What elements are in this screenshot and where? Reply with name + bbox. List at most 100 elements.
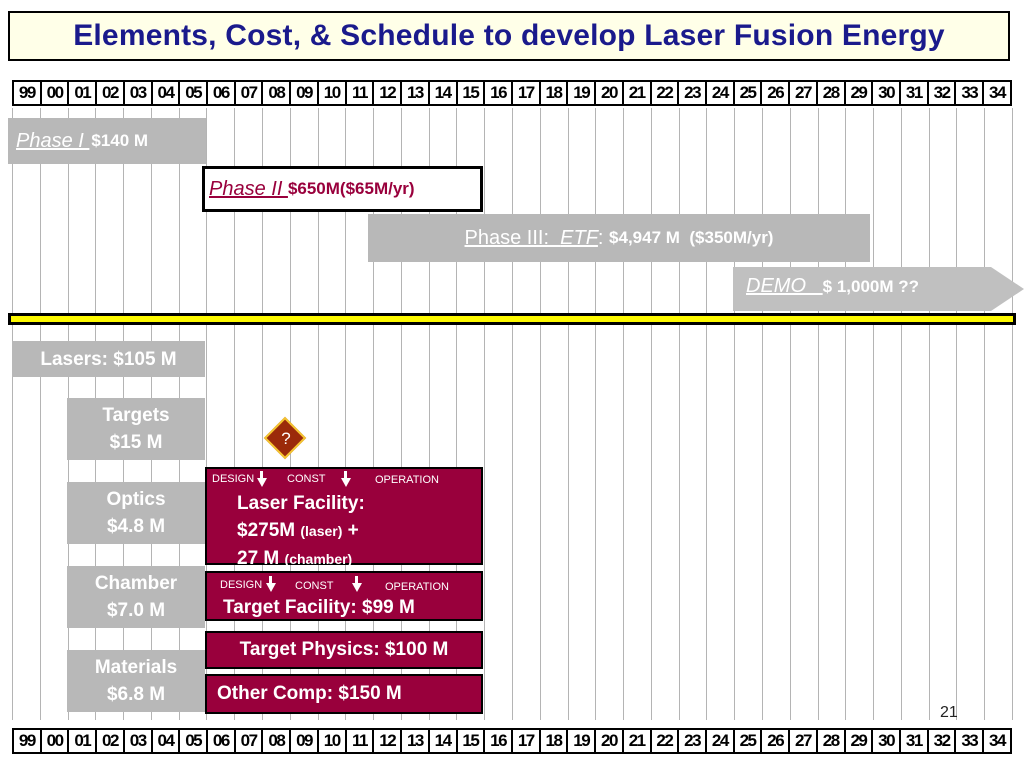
year-cell: 14 xyxy=(430,82,458,104)
chamber-line2: $7.0 M xyxy=(106,600,166,621)
year-cell: 29 xyxy=(846,730,874,752)
laser-facility-box: DESIGN CONST OPERATION Laser Facility: $… xyxy=(205,467,483,569)
demo-cost: $ 1,000M ?? xyxy=(822,276,920,296)
year-cell: 31 xyxy=(901,82,929,104)
year-cell: 00 xyxy=(42,730,70,752)
year-cell: 00 xyxy=(42,82,70,104)
year-cell: 34 xyxy=(984,730,1012,752)
year-cell: 22 xyxy=(652,82,680,104)
gridline xyxy=(512,108,513,720)
phase3-bar: Phase III: ETF : $4,947 M ($350M/yr) xyxy=(368,214,870,262)
year-cell: 13 xyxy=(402,730,430,752)
year-cell: 23 xyxy=(679,82,707,104)
optics-box: Optics $4.8 M xyxy=(67,482,205,544)
year-cell: 11 xyxy=(347,730,375,752)
laser-const-arrow-icon xyxy=(341,478,351,487)
lasers-label: Lasers: $105 M xyxy=(40,348,177,370)
gridline xyxy=(206,108,207,720)
gridline xyxy=(40,108,41,720)
target-design-label: DESIGN xyxy=(220,579,263,591)
other-comp-box: Other Comp: $150 M xyxy=(205,674,483,714)
gridline xyxy=(234,108,235,720)
gridline xyxy=(956,108,957,720)
gridline xyxy=(401,108,402,720)
year-cell: 10 xyxy=(319,730,347,752)
phase1-name: Phase I xyxy=(16,129,90,152)
year-cell: 29 xyxy=(846,82,874,104)
gridline xyxy=(318,108,319,720)
gridline xyxy=(568,108,569,720)
year-cell: 18 xyxy=(541,82,569,104)
laser-operation-label: OPERATION xyxy=(375,474,439,486)
year-cell: 26 xyxy=(762,730,791,752)
chamber-box: Chamber $7.0 M xyxy=(67,566,205,628)
gridline xyxy=(1012,108,1013,720)
year-cell: 04 xyxy=(153,730,181,752)
year-cell: 05 xyxy=(180,730,209,752)
year-cell: 19 xyxy=(568,82,597,104)
demo-bar: DEMO $ 1,000M ?? xyxy=(746,275,919,298)
target-physics-box: Target Physics: $100 M xyxy=(205,631,483,669)
year-cell: 20 xyxy=(596,82,624,104)
gridline xyxy=(456,108,457,720)
year-cell: 07 xyxy=(236,730,264,752)
optics-line2: $4.8 M xyxy=(106,516,166,537)
gridline xyxy=(623,108,624,720)
gridline xyxy=(595,108,596,720)
chamber-line1: Chamber xyxy=(94,573,178,594)
year-cell: 17 xyxy=(513,730,541,752)
year-cell: 31 xyxy=(901,730,929,752)
year-cell: 25 xyxy=(735,82,763,104)
year-cell: 33 xyxy=(956,82,985,104)
phase3-colon: : xyxy=(597,226,610,249)
phase3-cost: $4,947 M ($350M/yr) xyxy=(609,228,774,247)
target-const-arrow-stem xyxy=(355,576,358,583)
year-cell: 09 xyxy=(291,82,319,104)
gridline xyxy=(429,108,430,720)
year-cell: 32 xyxy=(929,82,957,104)
year-cell: 07 xyxy=(236,82,264,104)
target-design-arrow-icon xyxy=(266,583,276,592)
gridline xyxy=(679,108,680,720)
gridline xyxy=(290,108,291,720)
year-cell: 04 xyxy=(153,82,181,104)
phase2-cost: $650M($65M/yr) xyxy=(287,179,415,198)
targets-line1: Targets xyxy=(102,405,170,426)
laser-design-arrow-icon xyxy=(257,478,267,487)
year-cell: 12 xyxy=(374,82,403,104)
year-cell: 25 xyxy=(735,730,763,752)
year-cell: 99 xyxy=(14,82,42,104)
year-header-top: 99 00 01 02 03 04 05 06 07 08 09 10 11 12 13 14 15 16 17 18… xyxy=(12,80,1012,106)
year-cell: 02 xyxy=(97,730,125,752)
year-cell: 22 xyxy=(652,730,680,752)
year-cell: 03 xyxy=(125,82,153,104)
phase1-bar: Phase I $140 M xyxy=(8,118,206,164)
year-cell: 27 xyxy=(790,82,818,104)
year-cell: 06 xyxy=(208,82,236,104)
year-cell: 26 xyxy=(762,82,791,104)
year-cell: 09 xyxy=(291,730,319,752)
year-cell: 15 xyxy=(458,730,486,752)
year-cell: 10 xyxy=(319,82,347,104)
gridline xyxy=(901,108,902,720)
gridline xyxy=(345,108,346,720)
gridline xyxy=(984,108,985,720)
target-const-label: CONST xyxy=(295,580,334,592)
target-const-arrow-icon xyxy=(352,583,362,592)
year-cell: 33 xyxy=(956,730,985,752)
year-cell: 32 xyxy=(929,730,957,752)
year-cell: 02 xyxy=(97,82,125,104)
gridline xyxy=(762,108,763,720)
phase2-bar: Phase II $650M($65M/yr) xyxy=(202,166,483,212)
year-cell: 30 xyxy=(873,730,901,752)
year-cell: 11 xyxy=(347,82,375,104)
year-cell: 18 xyxy=(541,730,569,752)
laser-const-arrow-stem xyxy=(344,471,347,478)
gridline xyxy=(873,108,874,720)
year-cell: 12 xyxy=(374,730,403,752)
gridline xyxy=(484,108,485,720)
year-cell: 28 xyxy=(818,82,846,104)
materials-line1: Materials xyxy=(94,657,178,678)
gridline xyxy=(790,108,791,720)
materials-box: Materials $6.8 M xyxy=(67,650,205,712)
